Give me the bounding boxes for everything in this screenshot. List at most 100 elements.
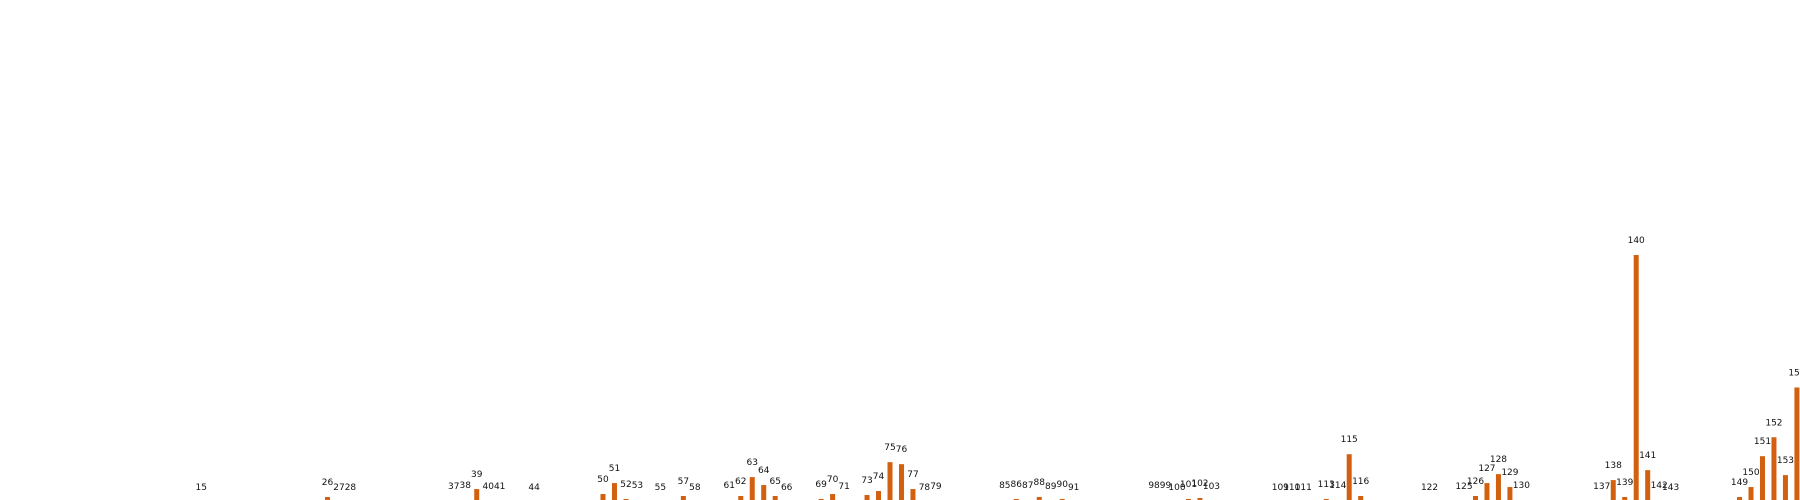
bar-label-26: 26 <box>322 478 334 488</box>
bar-label-113: 113 <box>1318 480 1335 490</box>
bar-64 <box>761 485 767 500</box>
bar-label-128: 128 <box>1490 455 1507 465</box>
bar-77 <box>910 489 916 500</box>
bar-151 <box>1759 456 1765 500</box>
bar-label-78: 78 <box>919 483 931 493</box>
bar-50 <box>600 494 606 500</box>
bar-label-64: 64 <box>758 466 770 476</box>
bar-label-40: 40 <box>482 482 494 492</box>
bar-label-58: 58 <box>689 483 701 493</box>
bar-label-152: 152 <box>1765 418 1782 428</box>
bar-label-114: 114 <box>1329 481 1346 491</box>
bar-label-125: 125 <box>1455 482 1472 492</box>
bar-label-69: 69 <box>815 480 827 490</box>
bar-150 <box>1748 487 1754 500</box>
bar-label-141: 141 <box>1639 451 1656 461</box>
bar-label-79: 79 <box>930 482 942 492</box>
bar-label-129: 129 <box>1501 468 1518 478</box>
bar-label-154: 154 <box>1788 368 1800 378</box>
bar-label-15: 15 <box>195 483 206 493</box>
bar-label-150: 150 <box>1742 468 1759 478</box>
bars-layer <box>324 255 1800 500</box>
bar-label-62: 62 <box>735 477 746 487</box>
bar-label-65: 65 <box>769 477 780 487</box>
bar-label-139: 139 <box>1616 478 1633 488</box>
bar-label-39: 39 <box>471 470 483 480</box>
bar-label-122: 122 <box>1421 483 1438 493</box>
bar-label-100: 100 <box>1168 483 1185 493</box>
bar-139 <box>1622 497 1628 500</box>
bar-label-149: 149 <box>1731 478 1748 488</box>
bar-label-44: 44 <box>528 483 540 493</box>
bar-76 <box>898 464 904 500</box>
bar-label-115: 115 <box>1341 435 1358 445</box>
bar-label-38: 38 <box>460 481 472 491</box>
bar-label-57: 57 <box>678 477 689 487</box>
bar-label-126: 126 <box>1467 477 1484 487</box>
bar-129 <box>1507 487 1513 500</box>
bar-115 <box>1346 454 1352 500</box>
bar-label-143: 143 <box>1662 483 1679 493</box>
bar-label-89: 89 <box>1045 482 1057 492</box>
bar-label-75: 75 <box>884 443 895 453</box>
bar-label-98: 98 <box>1148 481 1160 491</box>
bar-label-27: 27 <box>333 483 344 493</box>
bar-74 <box>876 491 882 500</box>
bar-label-111: 111 <box>1295 483 1312 493</box>
bar-label-110: 110 <box>1283 483 1300 493</box>
bar-label-86: 86 <box>1011 480 1023 490</box>
bar-140 <box>1633 255 1639 500</box>
bar-label-63: 63 <box>747 458 758 468</box>
bar-51 <box>611 483 617 500</box>
bar-label-88: 88 <box>1034 478 1046 488</box>
bar-label-61: 61 <box>724 481 735 491</box>
bar-65 <box>772 496 778 500</box>
bar-label-73: 73 <box>861 476 872 486</box>
bar-141 <box>1645 470 1651 500</box>
bar-153 <box>1782 475 1788 500</box>
bar-label-71: 71 <box>838 482 849 492</box>
bar-149 <box>1737 497 1743 500</box>
bar-label-109: 109 <box>1272 483 1289 493</box>
bar-label-153: 153 <box>1777 456 1794 466</box>
bar-75 <box>887 462 893 500</box>
bar-label-116: 116 <box>1352 477 1369 487</box>
bar-label-130: 130 <box>1513 481 1530 491</box>
bar-88 <box>1036 497 1042 500</box>
bar-label-74: 74 <box>873 472 885 482</box>
bar-70 <box>830 494 836 500</box>
bar-label-99: 99 <box>1160 481 1172 491</box>
bar-39 <box>474 489 480 500</box>
bar-label-70: 70 <box>827 475 839 485</box>
bar-152 <box>1771 437 1777 500</box>
bar-138 <box>1610 480 1616 500</box>
bar-126 <box>1472 496 1478 500</box>
bar-label-103: 103 <box>1203 482 1220 492</box>
bar-26 <box>324 497 330 500</box>
bar-154 <box>1794 387 1800 500</box>
bar-label-51: 51 <box>609 464 620 474</box>
bar-label-151: 151 <box>1754 437 1771 447</box>
bar-128 <box>1495 474 1501 500</box>
bar-label-101: 101 <box>1180 480 1197 490</box>
bar-label-66: 66 <box>781 483 793 493</box>
bar-label-52: 52 <box>620 480 631 490</box>
bar-label-87: 87 <box>1022 481 1033 491</box>
bar-116 <box>1358 496 1364 500</box>
bar-73 <box>864 495 870 500</box>
bar-label-53: 53 <box>632 481 643 491</box>
bar-label-50: 50 <box>597 475 609 485</box>
bar-102 <box>1197 498 1203 500</box>
bar-label-76: 76 <box>896 445 908 455</box>
bar-63 <box>749 477 755 500</box>
bar-127 <box>1484 483 1490 500</box>
bar-label-85: 85 <box>999 481 1010 491</box>
bar-label-102: 102 <box>1191 479 1208 489</box>
bar-label-138: 138 <box>1605 461 1622 471</box>
bar-label-90: 90 <box>1056 480 1068 490</box>
bar-label-77: 77 <box>907 470 918 480</box>
bar-57 <box>680 496 686 500</box>
bar-label-127: 127 <box>1478 464 1495 474</box>
